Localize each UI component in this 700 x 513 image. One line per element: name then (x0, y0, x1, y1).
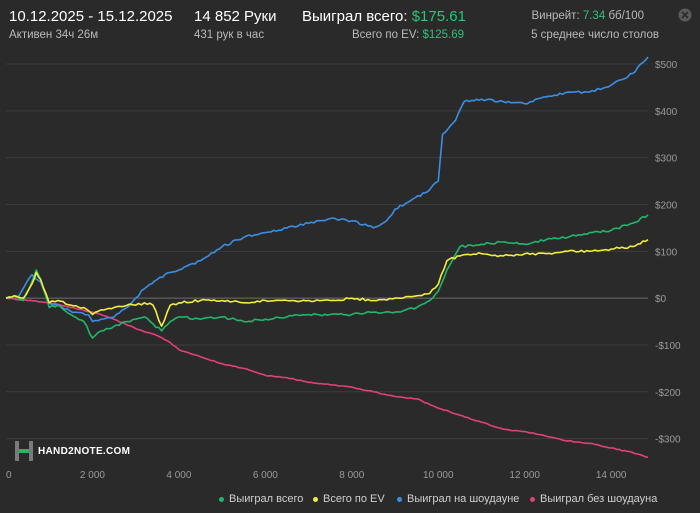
total-ev-label: Всего по EV: (352, 29, 420, 41)
date-range: 10.12.2025 - 15.12.2025 (9, 8, 173, 25)
average-tables: 5 среднее число столов (531, 29, 659, 41)
y-tick-label: -$200 (655, 388, 681, 399)
total-ev: Всего по EV: $125.69 (352, 29, 464, 41)
x-tick-label: 6 000 (253, 470, 278, 481)
y-tick-label: -$100 (655, 341, 681, 352)
legend-dot (219, 496, 224, 502)
total-ev-value: $125.69 (422, 29, 465, 41)
x-tick-label: 2 000 (80, 470, 105, 481)
y-tick-label: $0 (655, 294, 667, 305)
x-tick-label: 4 000 (166, 470, 191, 481)
winrate-value: 7.34 (582, 10, 606, 22)
active-time: Активен 34ч 26м (9, 29, 99, 41)
y-tick-label: $200 (655, 201, 678, 212)
legend-item[interactable]: Всего по EV (313, 493, 385, 505)
x-tick-label: 12 000 (509, 470, 540, 481)
legend-item[interactable]: Выиграл без шоудауна (530, 493, 657, 505)
legend-dot (397, 496, 402, 502)
total-won-value: $175.61 (411, 8, 466, 25)
winrate-label: Винрейт: (531, 10, 580, 22)
winrate: Винрейт: 7.34 бб/100 (532, 10, 644, 22)
x-axis-ticks: 0 2 000 4 000 6 000 8 000 10 000 12 000 14 000 (6, 470, 627, 481)
chart-grid (6, 63, 648, 440)
legend-dot (313, 496, 318, 502)
legend-item[interactable]: Выиграл на шоудауне (397, 493, 519, 505)
hands-count: 14 852 Руки (194, 8, 277, 25)
total-won: Выиграл всего: $175.61 (302, 8, 466, 25)
y-tick-label: $400 (655, 107, 678, 118)
winrate-unit: бб/100 (608, 10, 644, 22)
x-tick-label: 14 000 (596, 470, 627, 481)
hand2note-logo-icon (15, 441, 33, 461)
close-icon[interactable] (678, 8, 692, 22)
hand2note-logo: HAND2NOTE.COM (14, 440, 130, 462)
legend-item[interactable]: Выиграл всего (219, 493, 303, 505)
series-line-0 (5, 214, 649, 339)
y-tick-label: -$300 (655, 435, 681, 446)
logo-text: HAND2NOTE.COM (38, 445, 131, 457)
y-axis-ticks: $500 $400 $300 $200 $100 $0 -$100 -$200 -$300 (655, 60, 681, 446)
chart-series (5, 56, 649, 459)
legend-label: Всего по EV (323, 493, 385, 505)
x-tick-label: 0 (6, 470, 12, 481)
total-won-label: Выиграл всего: (302, 8, 408, 25)
series-line-1 (5, 238, 649, 328)
x-tick-label: 8 000 (339, 470, 364, 481)
legend-label: Выиграл всего (229, 493, 304, 505)
y-tick-label: $500 (655, 60, 678, 71)
hands-per-hour: 431 рук в час (194, 29, 265, 41)
legend-dot (530, 496, 535, 502)
y-tick-label: $100 (655, 247, 678, 258)
legend-label: Выиграл на шоудауне (407, 493, 520, 505)
y-tick-label: $300 (655, 154, 678, 165)
legend-label: Выиграл без шоудауна (540, 493, 658, 505)
x-tick-label: 10 000 (423, 470, 454, 481)
series-line-3 (5, 297, 649, 459)
series-line-2 (5, 56, 649, 323)
